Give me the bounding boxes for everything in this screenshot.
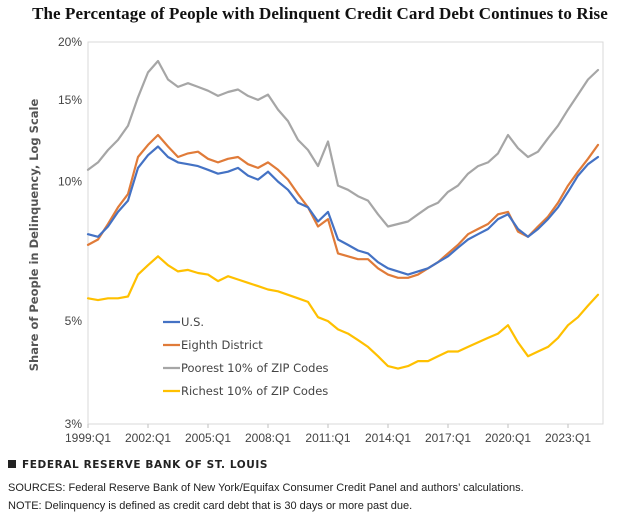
series-line-eighth-district [86,133,600,279]
footer-org-text: FEDERAL RESERVE BANK OF ST. LOUIS [22,459,269,471]
chart-title: The Percentage of People with Delinquent… [32,4,608,23]
y-tick-label: 3% [65,417,83,431]
y-axis-ticks: 3% 5% 10% 15% 20% [58,35,82,431]
y-axis-label: Share of People in Delinquency, Log Scal… [27,99,41,372]
line-chart: 3% 5% 10% 15% 20% 1999:Q1 2002:Q1 2005:Q1 2008:… [27,35,604,445]
x-tick-label: 2002:Q1 [125,431,171,445]
series-line-richest-10-of-zip-codes [86,255,600,370]
x-tick-label: 2008:Q1 [245,431,291,445]
footer-note: NOTE: Delinquency is defined as credit c… [8,500,413,512]
footer-sources: SOURCES: Federal Reserve Bank of New Yor… [8,482,524,494]
series-lines [86,59,600,370]
y-tick-label: 10% [58,175,82,189]
y-tick-label: 20% [58,35,82,49]
x-tick-label: 2023:Q1 [545,431,591,445]
legend-label: Eighth District [181,338,263,352]
y-tick-label: 15% [58,93,82,107]
footer-square-icon [8,460,16,468]
legend: U.S. Eighth District Poorest 10% of ZIP Co… [163,315,329,398]
x-tick-label: 2005:Q1 [185,431,231,445]
x-tick-label: 1999:Q1 [65,431,111,445]
series-line-u-s [86,145,600,276]
legend-label: U.S. [181,315,204,329]
legend-label: Richest 10% of ZIP Codes [181,384,328,398]
x-axis-ticks: 1999:Q1 2002:Q1 2005:Q1 2008:Q1 2011:Q1 2014:… [65,424,591,445]
plot-frame [87,41,604,425]
x-tick-label: 2014:Q1 [365,431,411,445]
series-line-poorest-10-of-zip-codes [86,59,600,228]
legend-label: Poorest 10% of ZIP Codes [181,361,329,375]
x-tick-label: 2011:Q1 [305,431,350,445]
x-tick-label: 2020:Q1 [485,431,531,445]
footer-organization: FEDERAL RESERVE BANK OF ST. LOUIS [8,459,268,471]
y-tick-label: 5% [65,314,83,328]
x-tick-label: 2017:Q1 [425,431,471,445]
